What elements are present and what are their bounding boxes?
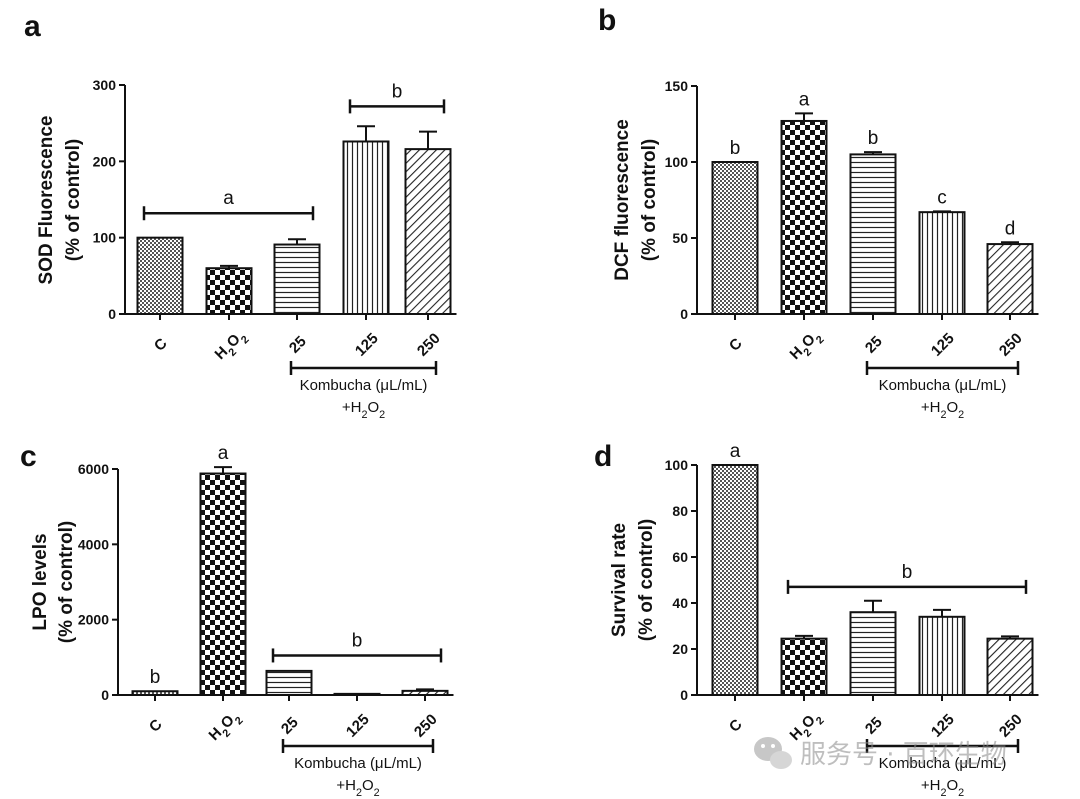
- panel-c: c LPO levels (% of control) 0 2000 4000 600…: [20, 440, 454, 799]
- y-axis-title-a: SOD Fluorescence: [36, 116, 57, 285]
- y-tick-label-a: 200: [93, 153, 117, 169]
- x-tick-label-b-0: C: [726, 335, 746, 355]
- y-tick-label-a: 0: [108, 306, 116, 322]
- group-label-treatment-a: +H2O2: [342, 399, 385, 421]
- bar-d-0: [711, 464, 759, 696]
- x-tick-label-b-1: H2O2: [787, 327, 827, 367]
- group-label-treatment-c: +H2O2: [336, 777, 379, 799]
- significance-letter-b-0: b: [730, 138, 741, 159]
- y-tick-label-d: 80: [672, 503, 688, 519]
- significance-letter-b-2: b: [868, 128, 879, 149]
- group-label-treatment-d: +H2O2: [921, 777, 964, 799]
- x-tick-label-d-0: C: [726, 716, 746, 736]
- significance-letter-c-1: a: [218, 443, 229, 464]
- y-axis-title-d: Survival rate: [609, 523, 630, 637]
- group-label-c: Kombucha (μL/mL): [294, 755, 422, 772]
- x-tick-label-c-1: H2O2: [206, 708, 246, 748]
- group-label-d: Kombucha (μL/mL): [879, 755, 1007, 772]
- panel-b: b DCF fluorescence (% of control) 0 50 100…: [598, 4, 1039, 421]
- significance-letter-b-1: a: [799, 89, 810, 110]
- y-tick-label-a: 300: [93, 77, 117, 93]
- significance-letter-c-0: b: [150, 667, 161, 688]
- x-tick-label-b-4: 250: [996, 330, 1026, 360]
- panel-a: a SOD Fluorescence (% of control) 0 100 20…: [24, 10, 457, 421]
- bar-c-4: [401, 689, 449, 697]
- x-tick-label-c-3: 125: [343, 711, 373, 741]
- y-axis-subtitle-a: (% of control): [63, 139, 84, 261]
- bar-b-0: [711, 161, 759, 315]
- bar-d-1: [780, 637, 828, 697]
- x-tick-label-a-4: 250: [414, 330, 444, 360]
- y-tick-label-d: 40: [672, 595, 688, 611]
- bracket-label-a-1: b: [392, 81, 403, 102]
- x-tick-label-c-0: C: [146, 716, 166, 736]
- bar-b-4: [986, 243, 1034, 315]
- group-label-b: Kombucha (μL/mL): [879, 377, 1007, 394]
- group-label-a: Kombucha (μL/mL): [300, 377, 428, 394]
- bar-b-2: [849, 153, 897, 315]
- y-tick-label-b: 150: [665, 78, 689, 94]
- x-tick-label-c-2: 25: [278, 714, 302, 738]
- x-tick-label-a-3: 125: [352, 330, 382, 360]
- y-tick-label-b: 0: [680, 306, 688, 322]
- wechat-icon: [754, 737, 792, 769]
- bar-b-3: [918, 211, 966, 315]
- y-tick-label-c: 6000: [78, 461, 109, 477]
- y-tick-label-a: 100: [93, 230, 117, 246]
- y-axis-subtitle-b: (% of control): [639, 139, 660, 261]
- x-tick-label-d-2: 25: [862, 714, 886, 738]
- panel-letter-d: d: [594, 440, 612, 473]
- y-tick-label-b: 100: [665, 154, 689, 170]
- group-label-treatment-b: +H2O2: [921, 399, 964, 421]
- significance-letter-b-3: c: [937, 187, 947, 208]
- y-tick-label-d: 100: [665, 457, 689, 473]
- bar-a-4: [404, 148, 452, 315]
- y-tick-label-d: 20: [672, 641, 688, 657]
- x-tick-label-c-4: 250: [411, 711, 441, 741]
- bar-a-0: [136, 236, 184, 316]
- bar-c-1: [199, 472, 247, 696]
- x-tick-label-b-3: 125: [928, 330, 958, 360]
- x-tick-label-d-3: 125: [928, 711, 958, 741]
- y-tick-label-c: 2000: [78, 612, 109, 628]
- y-axis-subtitle-c: (% of control): [56, 521, 77, 643]
- y-axis-title-b: DCF fluorescence: [612, 119, 633, 281]
- x-tick-label-a-0: C: [151, 335, 171, 355]
- bar-d-3: [918, 615, 966, 696]
- y-tick-label-d: 0: [680, 687, 688, 703]
- panel-letter-c: c: [20, 440, 37, 473]
- x-tick-label-d-4: 250: [996, 711, 1026, 741]
- x-tick-label-b-2: 25: [862, 333, 886, 357]
- bar-c-2: [265, 669, 313, 696]
- x-tick-label-a-2: 25: [286, 333, 310, 357]
- bar-d-4: [986, 637, 1034, 697]
- significance-letter-b-4: d: [1005, 218, 1016, 239]
- bar-a-1: [205, 267, 253, 316]
- bar-c-0: [131, 690, 179, 697]
- y-tick-label-d: 60: [672, 549, 688, 565]
- bracket-label-a-0: a: [223, 188, 234, 209]
- y-tick-label-b: 50: [672, 230, 688, 246]
- bar-d-2: [849, 611, 897, 697]
- watermark-text: 服务号 · 百环生物: [800, 740, 1007, 770]
- y-tick-label-c: 4000: [78, 536, 109, 552]
- panel-letter-a: a: [24, 10, 41, 43]
- bar-a-3: [342, 140, 390, 315]
- bar-a-2: [273, 243, 321, 315]
- bracket-label-d-0: b: [902, 562, 913, 583]
- watermark: 服务号 · 百环生物: [754, 737, 1007, 770]
- y-axis-subtitle-d: (% of control): [636, 519, 657, 641]
- significance-letter-d-0: a: [730, 441, 741, 462]
- y-axis-title-c: LPO levels: [30, 533, 51, 630]
- bar-c-3: [333, 692, 381, 696]
- y-tick-label-c: 0: [101, 687, 109, 703]
- x-tick-label-a-1: H2O2: [212, 327, 252, 367]
- bar-b-1: [780, 119, 828, 315]
- bracket-label-c-0: b: [352, 630, 363, 651]
- panel-letter-b: b: [598, 4, 616, 37]
